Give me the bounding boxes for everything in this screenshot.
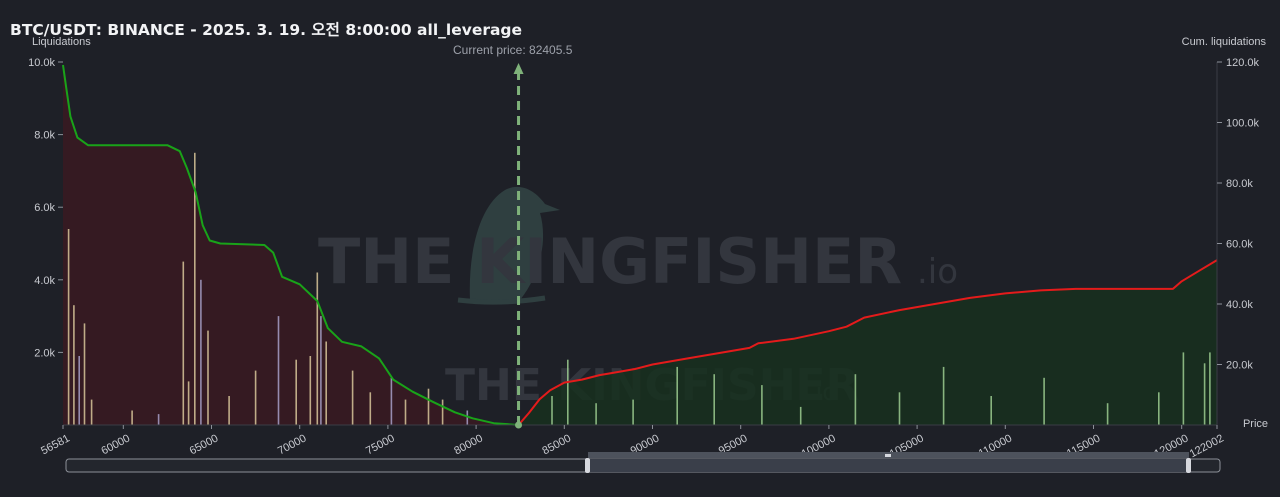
liquidation-bar <box>466 410 469 425</box>
cumulative-areas <box>63 65 1217 425</box>
chart-title: BTC/USDT: BINANCE - 2025. 3. 19. 오전 8:00… <box>10 21 523 39</box>
liquidation-bar <box>427 388 430 425</box>
zoom-slider[interactable] <box>65 452 1221 473</box>
liquidation-bar <box>1158 392 1160 425</box>
x-tick-label: 85000 <box>540 432 573 457</box>
liquidation-bar <box>131 410 133 425</box>
cumulative-long-line <box>517 259 1218 426</box>
x-tick-label: 60000 <box>99 432 132 457</box>
liquidation-bar <box>390 377 393 425</box>
kingfisher-bird-icon <box>457 186 560 305</box>
liquidation-bar <box>1209 352 1211 425</box>
liquidation-bar <box>228 396 230 425</box>
liquidation-bar <box>295 359 297 425</box>
x-tick-label: 65000 <box>188 432 221 457</box>
y-right-tick-label: 60.0k <box>1226 239 1253 251</box>
y-left-tick-label: 4.0k <box>34 275 55 287</box>
liquidation-bar <box>277 316 280 425</box>
liquidation-bar <box>78 356 80 425</box>
y-right-tick-label: 80.0k <box>1226 178 1253 190</box>
liquidation-bar <box>404 399 407 425</box>
y-right-tick-label: 100.0k <box>1226 118 1260 130</box>
liquidation-bar <box>761 385 763 425</box>
slider-right-handle[interactable] <box>1186 458 1191 473</box>
liquidation-bar <box>182 261 185 425</box>
liquidation-bar <box>316 272 319 425</box>
liquidation-bar <box>309 356 312 425</box>
liquidation-bar <box>1203 363 1206 425</box>
liquidation-bar <box>1106 403 1109 425</box>
liquidation-bar <box>351 370 354 425</box>
liquidation-bar <box>67 229 70 425</box>
slider-selection[interactable] <box>588 459 1189 472</box>
y-left-tick-label: 6.0k <box>34 202 55 214</box>
y-right-tick-label: 40.0k <box>1226 299 1253 311</box>
current-price-dot <box>515 421 523 429</box>
y-left-tick-label: 8.0k <box>34 130 55 142</box>
liquidation-bar <box>1043 377 1045 425</box>
slider-center-grip[interactable] <box>885 454 891 457</box>
y-left-tick-label: 10.0k <box>28 57 55 69</box>
liquidation-bar <box>254 370 257 425</box>
x-tick-label: 122002 <box>1188 432 1226 460</box>
liquidation-bar <box>73 305 75 425</box>
liquidation-bar <box>194 152 196 426</box>
liquidation-bar <box>441 399 444 425</box>
liquidation-bar <box>187 381 190 425</box>
liquidation-bar <box>320 316 322 425</box>
cumulative-short-area <box>63 65 519 425</box>
right-axis-ticks: 20.0k 40.0k 60.0k 80.0k 100.0k 120.0k <box>1217 57 1260 372</box>
cumulative-long-area <box>518 260 1217 425</box>
liquidation-bar <box>83 323 86 425</box>
liquidation-bar <box>990 396 992 425</box>
x-tick-label: 70000 <box>276 432 309 457</box>
x-tick-label: 56581 <box>39 432 72 457</box>
left-axis-title: Liquidations <box>32 36 91 48</box>
liquidation-bar <box>369 392 372 425</box>
liquidation-bar <box>713 374 715 425</box>
cumulative-short-line <box>62 64 519 426</box>
y-right-tick-label: 20.0k <box>1226 360 1253 372</box>
current-price-arrow <box>513 63 524 74</box>
current-price-label: Current price: 82405.5 <box>453 43 573 57</box>
x-tick-label: 75000 <box>364 432 397 457</box>
watermark-suffix-large: .io <box>917 252 958 292</box>
liquidation-bar <box>90 399 93 425</box>
y-right-tick-label: 120.0k <box>1226 57 1260 69</box>
liquidation-bar <box>676 366 678 425</box>
liquidation-bar <box>567 359 569 425</box>
left-axis-ticks: 2.0k 4.0k 6.0k 8.0k 10.0k <box>28 57 63 359</box>
slider-left-handle[interactable] <box>585 458 590 473</box>
liquidation-bar <box>1182 352 1185 425</box>
liquidation-bar <box>632 399 634 425</box>
current-price-marker <box>513 63 524 429</box>
x-axis-title: Price <box>1242 418 1268 430</box>
cumulative-lines <box>62 64 1218 426</box>
x-tick-label: 80000 <box>452 432 485 457</box>
liquidation-bar <box>325 341 327 425</box>
liquidation-bar <box>157 414 160 425</box>
liquidation-bar <box>595 403 597 425</box>
liquidation-bar <box>854 374 857 425</box>
liquidation-bar <box>942 366 945 425</box>
y-left-tick-label: 2.0k <box>34 347 55 359</box>
liquidation-bar <box>207 330 209 425</box>
watermark-brand-large: THE KINGFISHER <box>318 225 902 298</box>
right-axis-title: Cum. liquidations <box>1181 36 1266 48</box>
liquidation-bar <box>799 406 802 425</box>
liquidation-bars <box>67 152 1211 426</box>
liquidation-bar <box>551 396 553 425</box>
liquidation-bar <box>200 279 202 425</box>
liquidation-bar <box>898 392 901 425</box>
